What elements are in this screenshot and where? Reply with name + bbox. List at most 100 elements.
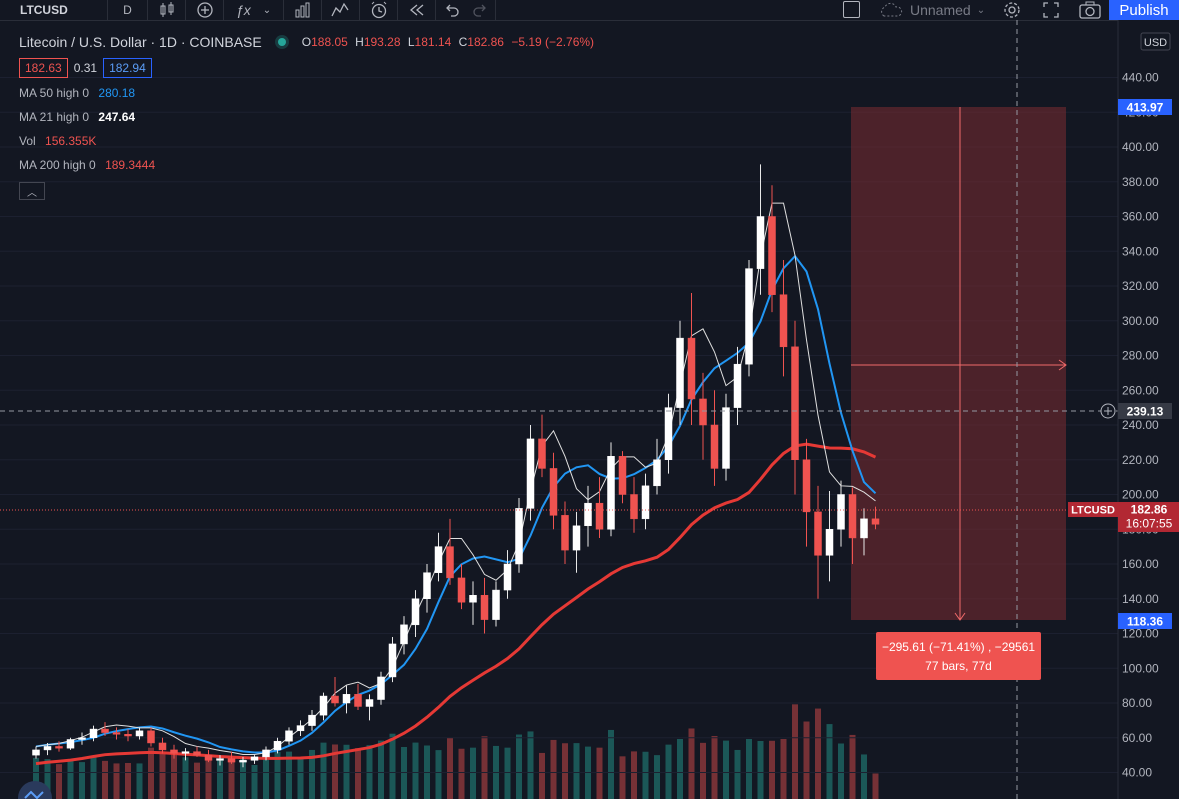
candle[interactable] (204, 754, 213, 761)
candle[interactable] (365, 699, 374, 707)
candle[interactable] (388, 643, 397, 678)
candle[interactable] (492, 589, 500, 620)
indicator-ma200[interactable]: MA 200 high 0 189.3444 (19, 158, 594, 174)
candle[interactable] (837, 494, 845, 530)
candle[interactable] (250, 756, 259, 761)
candles-icon[interactable] (148, 0, 186, 20)
candle[interactable] (733, 363, 742, 408)
candle[interactable] (722, 407, 730, 469)
crosshair-price-marker[interactable]: 239.13 (1100, 403, 1172, 419)
candle[interactable] (55, 746, 63, 749)
candle[interactable] (641, 485, 650, 520)
candle[interactable] (561, 515, 569, 551)
candle[interactable] (181, 751, 190, 754)
candle[interactable] (630, 494, 638, 520)
buy-button[interactable]: 182.94 (103, 58, 152, 78)
candle[interactable] (791, 346, 799, 460)
collapse-legend-button[interactable]: ︿ (19, 182, 45, 200)
candle[interactable] (89, 728, 98, 738)
indicator-ma21[interactable]: MA 21 high 0 247.64 (19, 110, 594, 126)
candle[interactable] (526, 438, 535, 509)
candle[interactable] (158, 742, 167, 751)
sell-button[interactable]: 182.63 (19, 58, 68, 78)
candle[interactable] (262, 749, 270, 758)
candle[interactable] (66, 739, 75, 749)
candle[interactable] (549, 468, 558, 516)
symbol-search[interactable]: LTCUSD (0, 0, 108, 20)
symbol-title[interactable]: Litecoin / U.S. Dollar · 1D · COINBASE (19, 34, 262, 50)
candle[interactable] (170, 749, 178, 754)
candle[interactable] (423, 572, 431, 599)
candle[interactable] (354, 694, 362, 707)
candle[interactable] (572, 525, 581, 551)
candle[interactable] (78, 737, 86, 740)
candle[interactable] (400, 624, 408, 645)
gear-icon[interactable] (1001, 0, 1023, 20)
candle[interactable] (411, 598, 420, 626)
replay-icon[interactable] (398, 0, 436, 20)
candle[interactable] (825, 529, 834, 556)
candle[interactable] (331, 695, 339, 704)
candle[interactable] (676, 337, 684, 408)
candle[interactable] (147, 730, 155, 744)
indicator-ma50[interactable]: MA 50 high 0 280.18 (19, 86, 594, 102)
candle[interactable] (584, 502, 592, 527)
candle[interactable] (124, 734, 132, 737)
candle[interactable] (595, 502, 604, 530)
candle[interactable] (377, 676, 385, 700)
candle[interactable] (135, 730, 144, 737)
measure-box[interactable] (851, 107, 1066, 620)
camera-icon[interactable] (1077, 0, 1103, 20)
candle[interactable] (710, 424, 719, 469)
undo-icon[interactable] (436, 0, 466, 20)
fullscreen-toggle[interactable] (843, 1, 860, 18)
candle[interactable] (653, 459, 661, 487)
compare-icon[interactable] (284, 0, 322, 20)
candle[interactable] (285, 730, 293, 742)
candle[interactable] (871, 518, 880, 525)
candle[interactable] (227, 758, 236, 763)
templates-icon[interactable] (322, 0, 360, 20)
candle[interactable] (860, 518, 868, 539)
layout-menu[interactable]: Unnamed ⌄ (878, 0, 988, 20)
candle[interactable] (607, 456, 615, 530)
indicator-volume[interactable]: Vol 156.355K (19, 134, 594, 150)
candle[interactable] (618, 456, 627, 495)
candle[interactable] (515, 508, 523, 565)
candle[interactable] (43, 746, 52, 751)
indicators-icon[interactable]: ƒx ⌄ (224, 0, 284, 20)
candle[interactable] (768, 216, 776, 295)
candle[interactable] (446, 546, 454, 579)
candle[interactable] (503, 563, 512, 591)
candle[interactable] (469, 595, 477, 603)
candle[interactable] (216, 758, 224, 761)
candle[interactable] (112, 732, 121, 735)
candle[interactable] (814, 511, 822, 556)
candle[interactable] (434, 546, 443, 573)
candle[interactable] (239, 760, 247, 763)
publish-button[interactable]: Publish (1109, 0, 1179, 20)
candle[interactable] (745, 268, 753, 365)
redo-icon[interactable] (466, 0, 496, 20)
alarm-icon[interactable] (360, 0, 398, 20)
candle[interactable] (699, 398, 707, 426)
candle[interactable] (32, 749, 40, 756)
candle[interactable] (193, 751, 201, 756)
maximize-icon[interactable] (1040, 0, 1062, 20)
candle[interactable] (802, 459, 811, 513)
add-indicator-icon[interactable] (186, 0, 224, 20)
candle[interactable] (101, 728, 109, 733)
candle[interactable] (779, 294, 788, 348)
candle[interactable] (319, 695, 328, 716)
candle[interactable] (848, 494, 857, 539)
candle[interactable] (457, 577, 466, 603)
currency-badge[interactable]: USD (1140, 32, 1171, 51)
candle[interactable] (342, 694, 351, 704)
candle[interactable] (273, 740, 282, 751)
candle[interactable] (538, 438, 546, 469)
candle[interactable] (756, 216, 765, 269)
interval-button[interactable]: D (108, 0, 148, 20)
candle[interactable] (296, 725, 305, 732)
candle[interactable] (480, 595, 489, 620)
candle[interactable] (687, 337, 696, 400)
